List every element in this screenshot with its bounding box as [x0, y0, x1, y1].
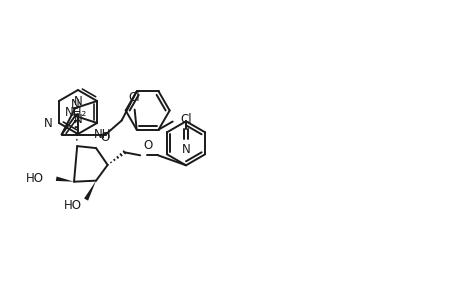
Text: N: N — [44, 116, 53, 129]
Polygon shape — [84, 181, 96, 201]
Text: O: O — [100, 131, 109, 144]
Text: Cl: Cl — [180, 113, 192, 126]
Text: HO: HO — [64, 199, 82, 212]
Text: N: N — [74, 113, 82, 126]
Text: Cl: Cl — [129, 91, 141, 103]
Text: NH₂: NH₂ — [65, 106, 87, 119]
Text: O: O — [143, 139, 153, 152]
Text: N: N — [182, 143, 191, 156]
Text: N: N — [71, 98, 80, 111]
Text: N: N — [74, 95, 82, 108]
Text: NH: NH — [93, 128, 111, 141]
Polygon shape — [56, 176, 74, 182]
Text: HO: HO — [26, 172, 44, 185]
